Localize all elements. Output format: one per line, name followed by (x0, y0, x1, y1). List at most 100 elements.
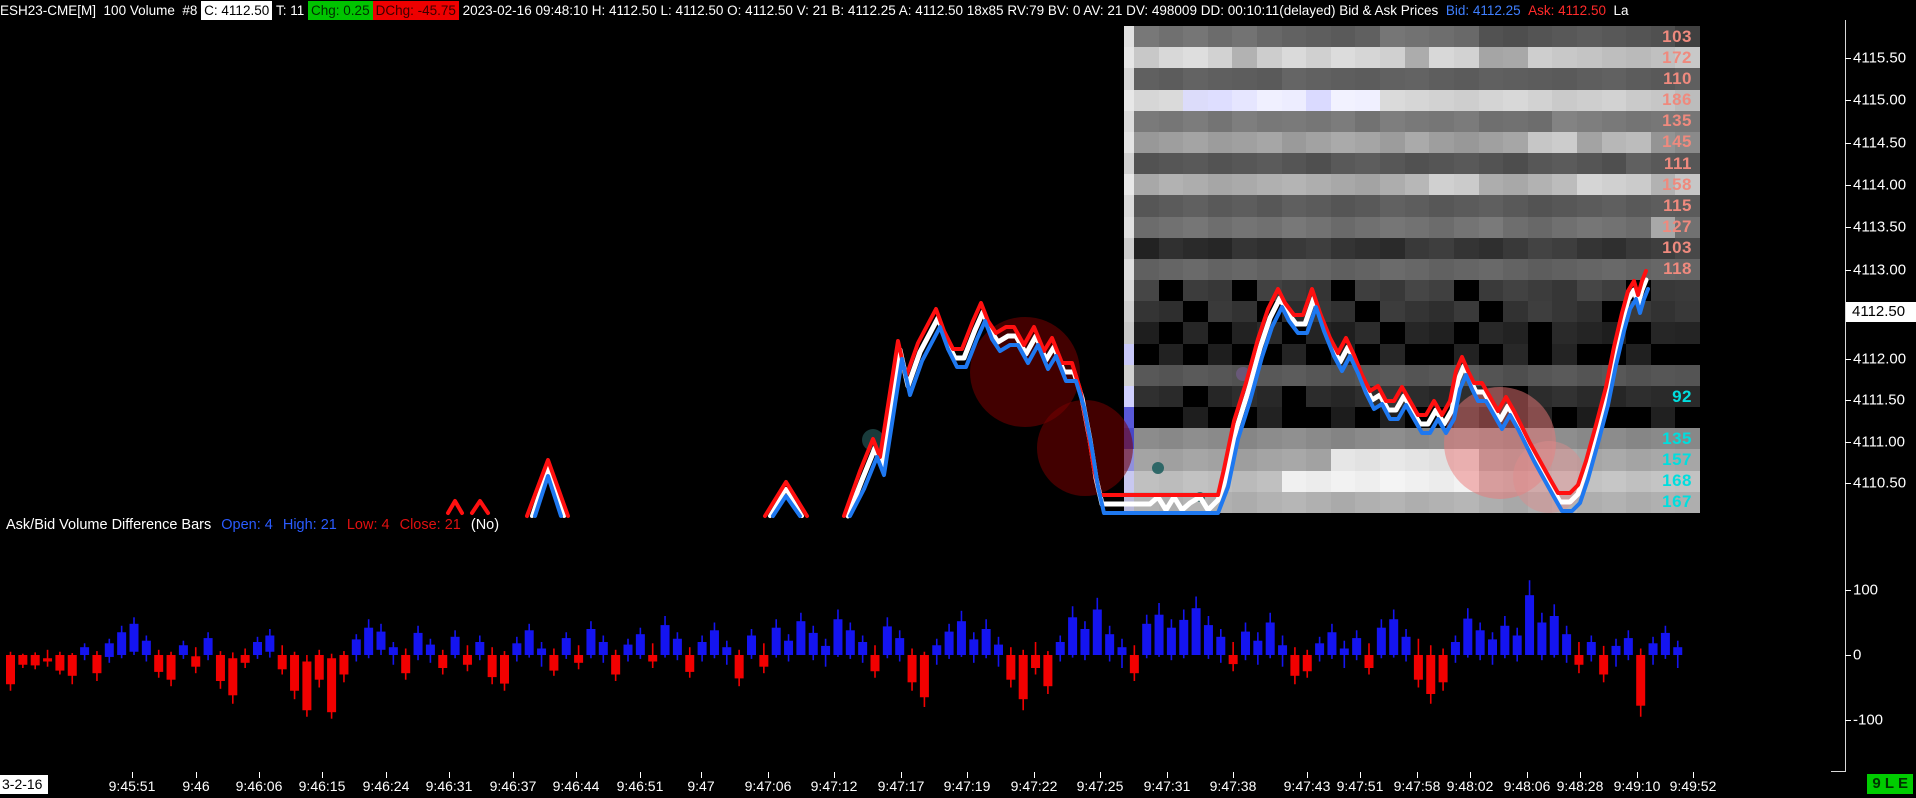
ask-spike-b-line (470, 499, 490, 515)
heatmap-cell (1675, 47, 1701, 69)
heatmap-cell (1355, 237, 1381, 259)
heatmap-cell (1355, 47, 1381, 69)
volume-diff-bar (1599, 655, 1609, 675)
volume-diff-bar (598, 642, 608, 655)
heatmap-cell (1527, 322, 1553, 344)
heatmap-cell (1675, 301, 1701, 323)
heatmap-cell (1503, 364, 1528, 386)
heatmap-cell (1158, 89, 1184, 111)
volume-diff-bar (635, 634, 645, 655)
heatmap-cell (1527, 68, 1553, 90)
heatmap-cell (1158, 258, 1184, 281)
heatmap-cell (1257, 237, 1282, 259)
heatmap-cell (1306, 153, 1331, 175)
heatmap-cell (1330, 364, 1356, 386)
heatmap-cell (1650, 449, 1676, 471)
price-tick (1845, 400, 1851, 401)
volume-diff-bar (80, 647, 90, 655)
heatmap-cell (1478, 195, 1504, 217)
ask-line (842, 269, 1648, 518)
heatmap-row-4112.25 (1124, 322, 1701, 344)
heatmap-cell (1429, 89, 1454, 111)
heatmap-cell (1527, 89, 1553, 111)
heatmap-cell (1330, 174, 1356, 196)
market-depth-heatmap[interactable]: 103 172 110 186 135 145 111 158 115 127 103 118 92 13… (1124, 26, 1701, 513)
heatmap-cell (1453, 491, 1479, 513)
heatmap-cell (1183, 110, 1208, 132)
heatmap-cell (1158, 470, 1184, 492)
heatmap-cell (1527, 47, 1553, 69)
volume-diff-bar (1302, 655, 1312, 672)
heatmap-cell (1281, 428, 1307, 450)
heatmap-cell (1404, 174, 1430, 196)
heatmap-cell (1232, 131, 1258, 154)
heatmap-row-4113.00: 118 (1124, 258, 1701, 281)
study-close-value: Close: 21 (399, 517, 461, 533)
heatmap-cell (1380, 68, 1405, 90)
heatmap-cell (1478, 322, 1504, 344)
volume-diff-bar (1290, 655, 1300, 676)
heatmap-cell (1478, 89, 1504, 111)
volume-diff-bar (574, 655, 584, 663)
heatmap-cell (1207, 68, 1233, 90)
heatmap-cell (1404, 195, 1430, 217)
volume-diff-bar (413, 632, 423, 655)
heatmap-cell (1158, 110, 1184, 132)
heatmap-cell (1257, 258, 1282, 281)
depth-bid-value-4111.50: 92 (1672, 386, 1692, 406)
heatmap-cell (1453, 174, 1479, 196)
time-tick (1167, 772, 1168, 778)
heatmap-cell (1404, 110, 1430, 132)
time-label-9:47:19: 9:47:19 (943, 778, 991, 794)
volume-diff-bar (1660, 632, 1670, 655)
volume-bubble-5 (1152, 462, 1164, 474)
depth-ask-value-4113.75: 115 (1663, 195, 1692, 215)
time-axis[interactable]: 3-2-16 9 L E 9:45:51 9:46 9:46:06 9:46:15 9:… (0, 772, 1916, 798)
volume-diff-bar (1068, 617, 1078, 655)
heatmap-cell (1257, 131, 1282, 154)
heatmap-cell (1478, 26, 1504, 48)
heatmap-cell (1576, 68, 1602, 90)
heatmap-cell (1183, 47, 1208, 69)
status-badge[interactable]: 9 L E (1867, 774, 1913, 794)
heatmap-cell (1306, 385, 1331, 408)
time-label-9:47: 9:47 (687, 778, 715, 794)
heatmap-cell (1576, 26, 1602, 48)
volume-diff-bar (981, 629, 991, 655)
heatmap-cell (1330, 470, 1356, 492)
heatmap-cell (1380, 237, 1405, 259)
volume-diff-bar (895, 638, 905, 655)
heatmap-cell (1503, 237, 1528, 259)
heatmap-cell (1281, 153, 1307, 175)
heatmap-cell (1429, 491, 1454, 513)
heatmap-cell (1355, 449, 1381, 471)
heatmap-cell (1355, 89, 1381, 111)
heatmap-cell (1552, 195, 1577, 217)
chart-header-bar: ESH23-CME[M] 100 Volume #8 C: 4112.50 T:… (0, 0, 1916, 20)
volume-diff-bar (1055, 642, 1065, 655)
heatmap-cell (1503, 174, 1528, 196)
heatmap-cell (1429, 216, 1454, 238)
heatmap-cell (1380, 131, 1405, 154)
volume-diff-bar (833, 619, 843, 655)
heatmap-cell (1650, 110, 1676, 132)
volume-diff-bar (549, 655, 559, 671)
heatmap-cell (1355, 68, 1381, 90)
volume-diff-bar (18, 655, 28, 665)
heatmap-cell (1207, 280, 1233, 302)
price-label-4110.50: 4110.50 (1853, 474, 1907, 492)
heatmap-cell (1453, 131, 1479, 154)
price-label-4114.00: 4114.00 (1853, 176, 1907, 194)
heatmap-cell (1281, 216, 1307, 238)
price-tick (1845, 185, 1851, 186)
heatmap-cell (1552, 216, 1577, 238)
heatmap-cell (1576, 131, 1602, 154)
time-tick (640, 772, 641, 778)
heatmap-cell (1503, 301, 1528, 323)
heatmap-cell (1134, 343, 1159, 365)
heatmap-cell (1650, 47, 1676, 69)
volume-diff-bar (1389, 619, 1399, 655)
study-title: Ask/Bid Volume Difference Bars (6, 517, 212, 533)
heatmap-cell (1552, 301, 1577, 323)
